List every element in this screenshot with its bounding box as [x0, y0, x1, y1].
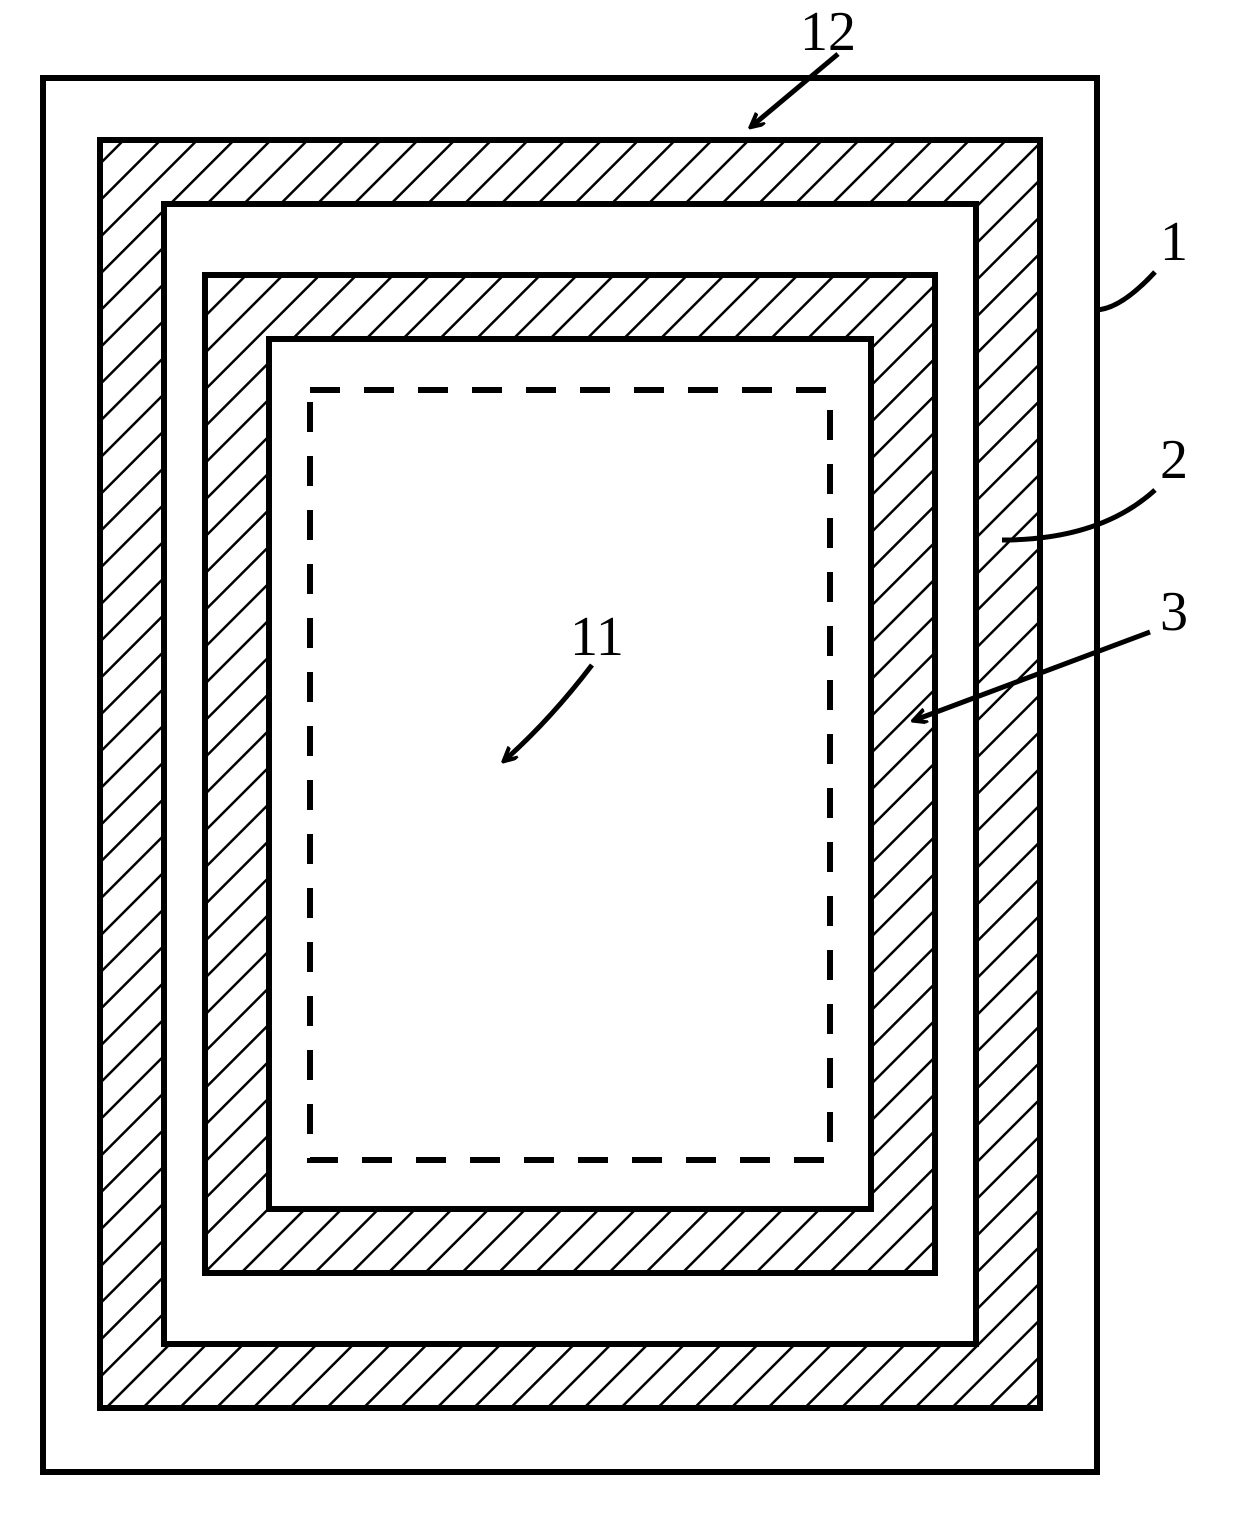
callout-label-1: 1 [1160, 210, 1188, 274]
callout-label-2: 2 [1160, 428, 1188, 492]
callout-label-11: 11 [570, 605, 624, 669]
diagram-root [40, 75, 1100, 1475]
leader-1 [1095, 272, 1155, 310]
diagram-svg [40, 75, 1100, 1475]
callout-label-12: 12 [800, 0, 856, 64]
callout-label-3: 3 [1160, 580, 1188, 644]
